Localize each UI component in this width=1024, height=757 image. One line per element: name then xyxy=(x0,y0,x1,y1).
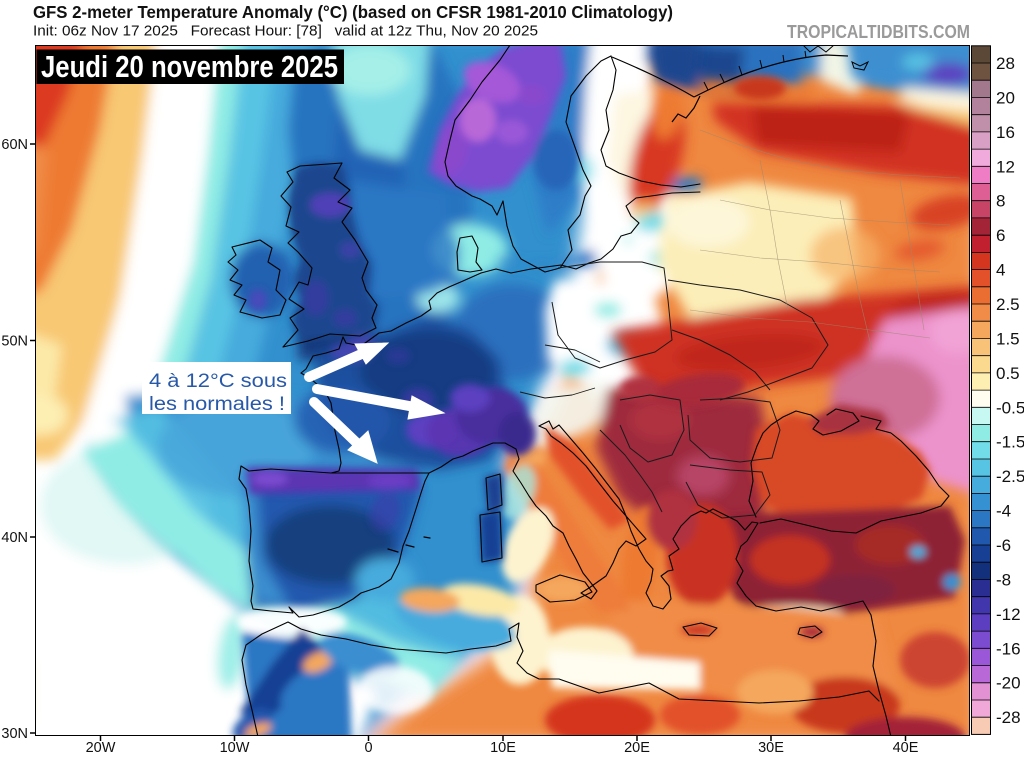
svg-text:-4: -4 xyxy=(996,502,1011,521)
svg-text:10E: 10E xyxy=(490,740,516,756)
svg-text:8: 8 xyxy=(996,192,1005,211)
svg-text:28: 28 xyxy=(996,54,1015,73)
svg-text:0: 0 xyxy=(364,740,372,756)
svg-text:40E: 40E xyxy=(893,740,919,756)
svg-text:-20: -20 xyxy=(996,674,1021,693)
svg-text:2.5: 2.5 xyxy=(996,295,1020,314)
svg-text:20W: 20W xyxy=(86,740,116,756)
svg-text:30N: 30N xyxy=(1,726,28,742)
svg-text:-12: -12 xyxy=(996,605,1021,624)
svg-text:50N: 50N xyxy=(1,334,28,350)
svg-text:-2.5: -2.5 xyxy=(996,467,1024,486)
svg-text:GFS 2-meter Temperature Anomal: GFS 2-meter Temperature Anomaly (°C) (ba… xyxy=(33,2,673,22)
svg-text:0.5: 0.5 xyxy=(996,364,1020,383)
svg-text:-1.5: -1.5 xyxy=(996,433,1024,452)
svg-text:-0.5: -0.5 xyxy=(996,398,1024,417)
svg-text:12: 12 xyxy=(996,157,1015,176)
svg-text:-28: -28 xyxy=(996,708,1021,727)
svg-text:16: 16 xyxy=(996,123,1015,142)
svg-text:20: 20 xyxy=(996,88,1015,107)
svg-text:30E: 30E xyxy=(758,740,784,756)
svg-text:6: 6 xyxy=(996,226,1005,245)
svg-text:4: 4 xyxy=(996,261,1005,280)
svg-text:les normales !: les normales ! xyxy=(149,394,285,415)
svg-text:TROPICALTIDBITS.COM: TROPICALTIDBITS.COM xyxy=(787,22,970,42)
svg-text:1.5: 1.5 xyxy=(996,329,1020,348)
svg-text:-6: -6 xyxy=(996,536,1011,555)
svg-text:Jeudi 20 novembre 2025: Jeudi 20 novembre 2025 xyxy=(41,50,338,84)
svg-text:40N: 40N xyxy=(1,530,28,546)
svg-text:60N: 60N xyxy=(1,137,28,153)
svg-text:4 à 12°C sous: 4 à 12°C sous xyxy=(149,371,287,392)
svg-text:Init: 06z Nov 17 2025 Foreca: Init: 06z Nov 17 2025 Forecast Hour: [78… xyxy=(33,24,538,40)
svg-text:-8: -8 xyxy=(996,571,1011,590)
svg-text:20E: 20E xyxy=(624,740,650,756)
svg-text:10W: 10W xyxy=(220,740,250,756)
svg-text:-16: -16 xyxy=(996,639,1021,658)
